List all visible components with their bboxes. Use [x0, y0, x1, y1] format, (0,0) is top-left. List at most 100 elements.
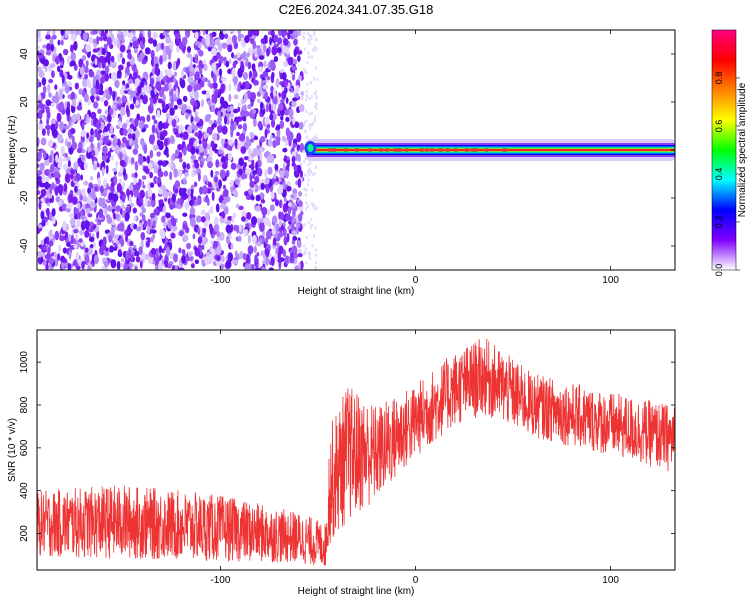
spectrogram-cell — [266, 76, 271, 81]
spectrogram-cell — [314, 226, 317, 230]
spectrogram-cell — [46, 128, 50, 137]
spectrogram-cell — [81, 54, 87, 62]
spectrogram-cell — [139, 40, 143, 48]
spectrogram-cell — [171, 118, 177, 128]
spectrogram-cell — [207, 181, 212, 188]
spectrogram-cell — [315, 103, 318, 107]
spectrogram-cell — [205, 34, 211, 45]
spectrogram-cell — [134, 143, 139, 150]
spectrogram-cell — [95, 95, 100, 102]
spectrogram-cell — [291, 155, 296, 164]
spectrogram-cell — [45, 221, 49, 226]
x-tick-label: -100 — [210, 275, 230, 286]
spectrogram-cell — [233, 188, 238, 198]
spectrogram-cell — [228, 93, 232, 102]
spectrogram-cell — [293, 58, 298, 65]
spectrogram-cell — [49, 185, 53, 195]
spectrogram-cell — [149, 134, 155, 144]
spectrogram-cell — [44, 197, 50, 204]
spectrogram-cell — [189, 71, 194, 78]
spectrogram-cell — [75, 172, 81, 182]
spectrogram-cell — [256, 47, 262, 57]
spectrogram-cell — [261, 266, 266, 270]
spectrogram-cell — [305, 261, 308, 265]
spectrogram-cell — [132, 207, 138, 214]
spectrogram-cell — [42, 44, 47, 49]
spectrogram-cell — [276, 135, 281, 144]
spectrogram-cell — [309, 37, 312, 41]
y-tick-label: 800 — [19, 396, 30, 413]
spectrogram-cell — [265, 256, 269, 266]
spectrogram-cell — [291, 245, 298, 255]
spectrogram-cell — [117, 249, 122, 254]
spectrogram-cell — [213, 216, 219, 227]
spectrogram-cell — [306, 204, 309, 208]
spectrogram-cell — [260, 250, 265, 257]
spectrogram-cell — [158, 199, 164, 205]
spectrogram-cell — [122, 181, 126, 190]
spectrogram-cell — [198, 49, 204, 57]
spectrogram-cell — [76, 147, 83, 154]
spectrogram-cell — [282, 249, 287, 258]
spectrogram-cell — [38, 201, 42, 210]
spectrogram-cell — [78, 88, 83, 95]
spectrogram-cell — [209, 119, 213, 125]
spectrogram-cell — [137, 85, 142, 95]
spectrogram-cell — [202, 185, 208, 195]
spectrogram-cell — [134, 117, 139, 128]
spectrogram-cell — [181, 107, 186, 115]
spectrogram-cell — [295, 84, 300, 94]
spectrogram-cell — [69, 30, 75, 35]
spectrogram-cell — [304, 156, 307, 160]
spectrogram-cell — [141, 175, 147, 180]
spectrogram-cell — [310, 111, 313, 115]
spectrogram-cell — [242, 50, 247, 60]
spectrogram-cell — [113, 246, 118, 251]
spectrogram-cell — [269, 204, 275, 212]
spectrogram-cell — [76, 218, 81, 228]
spectrogram-cell — [210, 47, 217, 56]
spectrogram-cell — [264, 169, 268, 178]
spectrogram-cell — [47, 169, 51, 175]
spectrogram-cell — [243, 161, 247, 168]
spectrogram-cell — [313, 45, 316, 49]
spectrogram-cell — [143, 219, 148, 228]
spectrogram-cell — [297, 253, 303, 258]
spectrogram-cell — [88, 221, 94, 227]
spectrogram-cell — [251, 109, 257, 114]
spectrogram-cell — [51, 128, 57, 137]
spectrogram-cell — [100, 160, 106, 171]
spectrogram-cell — [294, 265, 300, 270]
spectrogram-cell — [309, 127, 312, 131]
spectrogram-cell — [292, 235, 298, 241]
spectrogram-cell — [37, 59, 40, 66]
spectrogram-cell — [245, 223, 250, 228]
spectrogram-cell — [253, 79, 259, 86]
spectrogram-cell — [169, 171, 173, 181]
spectrogram-cell — [272, 237, 277, 246]
spectrogram-cell — [109, 245, 114, 253]
spectrogram-cell — [234, 250, 238, 258]
spectrogram-cell — [180, 79, 186, 89]
spectrogram-cell — [255, 148, 262, 156]
spectrogram-cell — [116, 260, 121, 270]
spectrogram-cell — [174, 32, 181, 40]
spectrogram-cell — [305, 109, 308, 113]
snr-frame — [36, 329, 676, 571]
spectrogram-cell — [159, 87, 164, 98]
spectrogram-cell — [128, 248, 132, 258]
y-tick-label: 200 — [19, 525, 30, 542]
spectrogram-cell — [281, 30, 286, 38]
spectrogram-cell — [138, 178, 142, 187]
spectrogram-cell — [144, 123, 149, 129]
spectrogram-cell — [85, 203, 91, 210]
spectrogram-cell — [265, 103, 270, 113]
spectrogram-cell — [297, 214, 303, 222]
spectrogram-cell — [210, 169, 214, 178]
spectrogram-cell — [273, 34, 279, 43]
spectrogram-cell — [310, 123, 313, 127]
spectrogram-cell — [171, 193, 176, 203]
spectrogram-cell — [248, 164, 255, 169]
spectrogram-cell — [133, 47, 138, 54]
